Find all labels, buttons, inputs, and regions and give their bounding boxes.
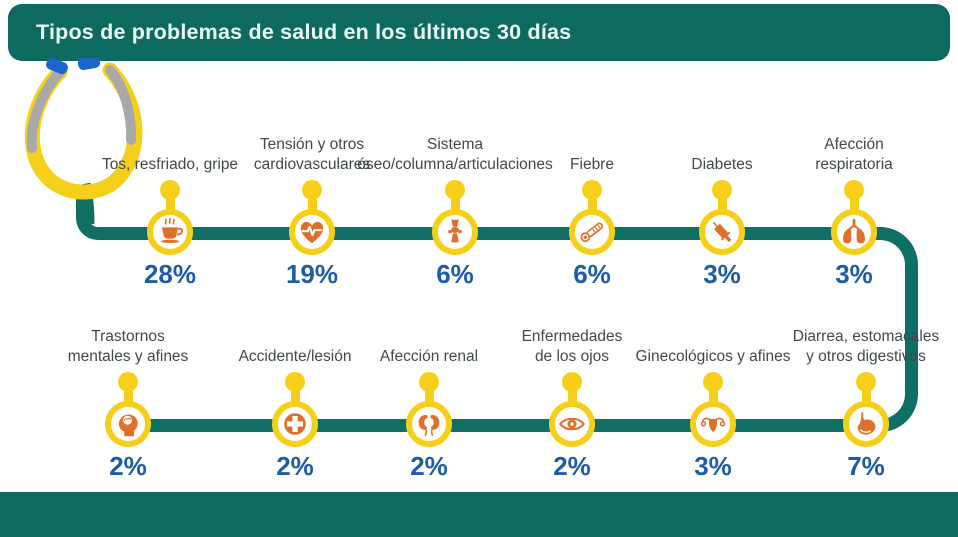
pin-stem xyxy=(587,196,597,214)
kidneys-icon xyxy=(418,414,440,437)
item-label: Accidente/lesión xyxy=(238,347,352,365)
pin-ball xyxy=(562,372,582,392)
item-label: Diarrea, estomacales y otros digestivos xyxy=(792,327,940,365)
pin-stem xyxy=(307,196,317,214)
item-percent: 2% xyxy=(410,451,448,481)
item-label: Tensión y otros cardiovasculares xyxy=(253,135,371,173)
pin-ring xyxy=(699,209,745,255)
medical-cross-icon xyxy=(284,413,306,435)
item-label: Trastornos mentales y afines xyxy=(67,327,189,365)
item-percent: 28% xyxy=(143,259,197,289)
item-label: Sistema óseo/columna/articulaciones xyxy=(357,135,553,173)
pin-stem xyxy=(424,388,434,406)
pin-stem xyxy=(861,388,871,406)
pin-stem xyxy=(567,388,577,406)
header-banner: Tipos de problemas de salud en los últim… xyxy=(8,4,950,61)
item-label: Afección renal xyxy=(379,347,479,365)
lungs-icon xyxy=(843,218,865,244)
item-label: Ginecológicos y afines xyxy=(635,347,791,365)
heart-pulse-icon xyxy=(300,221,324,244)
pin-ball xyxy=(419,372,439,392)
pin-ring xyxy=(406,401,452,447)
footer-bar: Encovi Encuesta Nacional sobre Condicion… xyxy=(0,492,958,537)
pin-ball xyxy=(285,372,305,392)
item-label: Enfermedades de los ojos xyxy=(521,327,623,365)
pin-ring xyxy=(147,209,193,255)
pin-ring xyxy=(690,401,736,447)
pin-stem xyxy=(123,388,133,406)
pin-ball xyxy=(118,372,138,392)
item-percent: 7% xyxy=(847,451,885,481)
pin-ball xyxy=(703,372,723,392)
pin-ring xyxy=(549,401,595,447)
pin-ball xyxy=(856,372,876,392)
stethoscope-icon xyxy=(24,58,143,225)
page-title: Tipos de problemas de salud en los últim… xyxy=(36,20,572,44)
item-label: Fiebre xyxy=(570,155,614,173)
head-brain-icon xyxy=(118,414,138,437)
pin-ring xyxy=(272,401,318,447)
uterus-icon xyxy=(700,417,726,432)
pin-stem xyxy=(450,196,460,214)
item-percent: 2% xyxy=(553,451,591,481)
eye-icon xyxy=(559,417,585,431)
pin-ring xyxy=(289,209,335,255)
coffee-cup-icon xyxy=(161,217,184,243)
item-label: Diabetes xyxy=(691,155,753,173)
item-percent: 6% xyxy=(436,259,474,289)
pin-ball xyxy=(844,180,864,200)
pin-ball xyxy=(160,180,180,200)
pin-ball xyxy=(445,180,465,200)
thermometer-icon xyxy=(580,222,604,242)
pin-ring xyxy=(843,401,889,447)
item-percent: 6% xyxy=(573,259,611,289)
pin-ring xyxy=(432,209,478,255)
pin-stem xyxy=(165,196,175,214)
syringe-icon xyxy=(712,221,732,243)
item-percent: 2% xyxy=(276,451,314,481)
pin-ring xyxy=(831,209,877,255)
pin-ball xyxy=(582,180,602,200)
item-percent: 3% xyxy=(694,451,732,481)
pin-ring xyxy=(105,401,151,447)
item-label: Tos, resfriado, gripe xyxy=(101,155,239,173)
pin-ring xyxy=(569,209,615,255)
pin-stem xyxy=(717,196,727,214)
pin-stem xyxy=(708,388,718,406)
pin-ball xyxy=(302,180,322,200)
item-percent: 3% xyxy=(835,259,873,289)
pin-ball xyxy=(712,180,732,200)
item-label: Afección respiratoria xyxy=(815,135,893,173)
pin-stem xyxy=(290,388,300,406)
item-percent: 3% xyxy=(703,259,741,289)
item-percent: 19% xyxy=(285,259,339,289)
stomach-icon xyxy=(857,412,876,435)
bone-joint-icon xyxy=(448,219,462,243)
item-percent: 2% xyxy=(109,451,147,481)
pin-stem xyxy=(849,196,859,214)
